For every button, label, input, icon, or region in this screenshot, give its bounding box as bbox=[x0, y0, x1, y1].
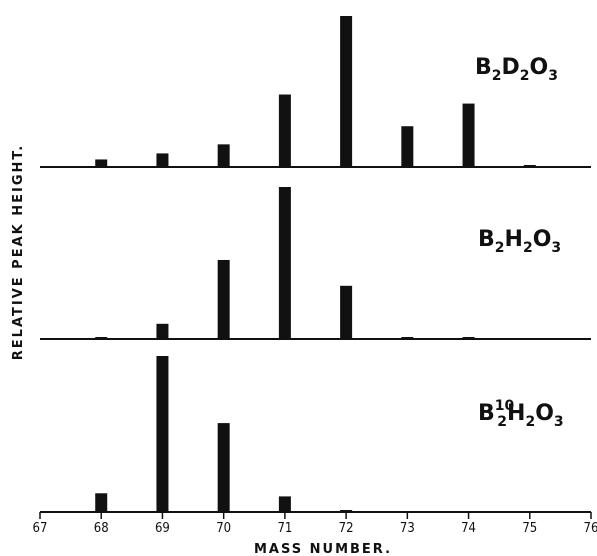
formula-part: 10 bbox=[495, 398, 515, 414]
peak-bar-73 bbox=[401, 337, 414, 339]
peak-bar-68 bbox=[95, 337, 108, 339]
peak-bar-71 bbox=[278, 94, 291, 167]
formula-part: B bbox=[478, 401, 495, 426]
peak-bar-68 bbox=[95, 159, 108, 167]
spectrum-panel-2: B2H2O3 bbox=[40, 187, 591, 340]
formula-part: 2 bbox=[523, 240, 533, 256]
x-tick-label-70: 70 bbox=[216, 521, 231, 536]
formula-part: 2 bbox=[495, 240, 505, 256]
formula-part: B bbox=[478, 227, 495, 252]
x-tick-label-74: 74 bbox=[461, 521, 476, 536]
peak-bar-75 bbox=[523, 165, 536, 167]
peak-bar-74 bbox=[462, 337, 475, 339]
formula-part: B bbox=[475, 55, 492, 80]
panel-formula-label: B2D2O3 bbox=[475, 55, 558, 84]
x-tick-label-72: 72 bbox=[339, 521, 354, 536]
panel-formula-label: B10 2H2O3 bbox=[478, 398, 564, 430]
peak-bar-70 bbox=[217, 423, 230, 512]
x-tick-label-71: 71 bbox=[277, 521, 292, 536]
formula-part: O bbox=[530, 55, 549, 80]
peak-bar-69 bbox=[156, 153, 169, 167]
formula-part: 3 bbox=[554, 414, 564, 430]
x-tick-label-68: 68 bbox=[94, 521, 109, 536]
formula-part: 2 bbox=[520, 68, 530, 84]
peak-bar-70 bbox=[217, 144, 230, 167]
x-axis: 67 68 69 70 71 72 73 74 75 76 bbox=[33, 512, 597, 536]
peak-bar-69 bbox=[156, 323, 169, 339]
peak-bar-74 bbox=[462, 103, 475, 167]
y-axis-title: RELATIVE PEAK HEIGHT. bbox=[11, 144, 26, 360]
peak-bar-69 bbox=[156, 356, 169, 512]
peak-bar-71 bbox=[278, 496, 291, 512]
formula-part: O bbox=[535, 401, 554, 426]
x-tick-label-75: 75 bbox=[522, 521, 537, 536]
x-axis-title: MASS NUMBER. bbox=[254, 542, 392, 556]
x-tick-label-69: 69 bbox=[155, 521, 170, 536]
formula-part: H bbox=[505, 227, 523, 252]
spectrum-panel-3: B10 2H2O3 bbox=[40, 356, 591, 513]
spectrum-panel-1: B2D2O3 bbox=[40, 16, 591, 168]
peak-bar-72 bbox=[340, 285, 353, 339]
formula-part: 3 bbox=[548, 68, 558, 84]
panel-formula-label: B2H2O3 bbox=[478, 227, 561, 256]
formula-part: 3 bbox=[551, 240, 561, 256]
formula-part: 2 bbox=[525, 414, 535, 430]
formula-part: 2 bbox=[497, 414, 507, 430]
peak-bar-73 bbox=[401, 126, 414, 167]
formula-part: D bbox=[502, 55, 520, 80]
formula-part: 2 bbox=[492, 68, 502, 84]
x-tick-label-67: 67 bbox=[33, 521, 48, 536]
x-tick-label-73: 73 bbox=[400, 521, 415, 536]
peak-bar-72 bbox=[340, 510, 353, 512]
formula-part: H bbox=[507, 401, 525, 426]
formula-part: O bbox=[533, 227, 552, 252]
peak-bar-72 bbox=[340, 16, 353, 167]
peak-bar-71 bbox=[278, 187, 291, 339]
x-tick-label-76: 76 bbox=[584, 521, 597, 536]
peak-bar-68 bbox=[95, 493, 108, 512]
peak-bar-70 bbox=[217, 259, 230, 339]
